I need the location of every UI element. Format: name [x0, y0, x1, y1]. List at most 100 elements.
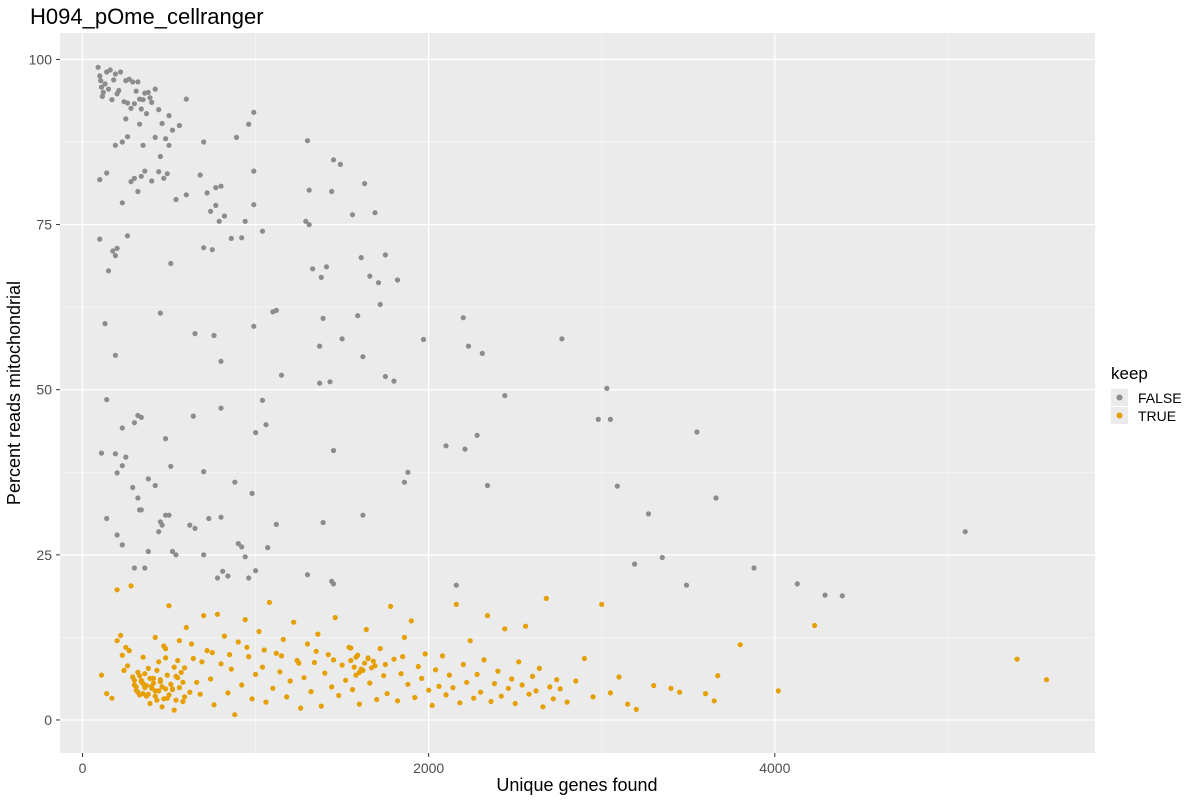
- data-point-true: [509, 676, 515, 682]
- data-point-false: [166, 113, 172, 119]
- data-point-true: [211, 702, 217, 708]
- data-point-false: [112, 451, 118, 457]
- data-point-true: [457, 700, 463, 706]
- data-point-false: [372, 210, 378, 216]
- data-point-true: [377, 646, 383, 652]
- y-tick-label: 100: [29, 51, 53, 67]
- data-point-true: [182, 665, 188, 671]
- data-point-false: [119, 425, 125, 431]
- data-point-false: [190, 413, 196, 419]
- data-point-false: [962, 529, 968, 535]
- minor-gridlines: [60, 33, 1095, 753]
- data-point-true: [178, 669, 184, 676]
- data-point-true: [142, 671, 148, 677]
- data-point-false: [110, 248, 116, 254]
- data-point-true: [536, 665, 543, 672]
- data-point-true: [242, 617, 248, 623]
- data-point-true: [481, 657, 487, 663]
- data-point-true: [119, 652, 125, 658]
- data-point-true: [173, 697, 179, 703]
- data-point-true: [422, 651, 428, 657]
- data-point-true: [221, 633, 227, 639]
- data-point-false: [123, 454, 129, 460]
- data-point-true: [227, 652, 233, 658]
- data-point-true: [391, 656, 397, 662]
- data-point-false: [259, 397, 266, 403]
- data-point-false: [140, 142, 146, 148]
- data-point-true: [415, 663, 421, 670]
- data-point-false: [143, 111, 150, 117]
- data-point-false: [235, 541, 241, 547]
- data-point-false: [176, 122, 182, 129]
- data-point-true: [362, 660, 368, 666]
- data-point-false: [105, 268, 112, 274]
- series-false: [95, 64, 968, 599]
- data-point-false: [112, 253, 118, 259]
- data-point-true: [313, 648, 319, 654]
- data-point-true: [450, 685, 456, 691]
- data-point-true: [412, 694, 418, 701]
- data-point-false: [306, 222, 312, 228]
- data-point-false: [131, 565, 137, 571]
- data-point-true: [325, 652, 331, 658]
- data-point-false: [213, 202, 219, 208]
- data-point-true: [599, 601, 605, 608]
- data-point-true: [298, 705, 304, 711]
- data-point-true: [737, 642, 743, 648]
- data-point-false: [192, 525, 198, 532]
- data-point-true: [118, 632, 124, 639]
- data-point-true: [149, 685, 155, 691]
- data-point-false: [460, 315, 466, 321]
- series-true: [98, 583, 1050, 718]
- data-point-true: [433, 667, 439, 673]
- data-point-true: [467, 638, 473, 644]
- data-point-true: [478, 689, 484, 695]
- data-point-false: [273, 307, 279, 313]
- data-point-false: [128, 105, 134, 111]
- data-point-false: [116, 87, 122, 94]
- data-point-true: [590, 694, 596, 700]
- data-point-false: [317, 380, 323, 386]
- x-tick-label: 2000: [413, 760, 444, 776]
- data-point-false: [694, 429, 700, 435]
- data-point-true: [190, 655, 196, 662]
- data-point-false: [595, 416, 601, 422]
- data-point-true: [384, 691, 390, 697]
- data-point-false: [159, 522, 165, 528]
- data-point-true: [159, 704, 165, 710]
- data-point-false: [95, 64, 101, 70]
- data-point-true: [256, 628, 262, 635]
- data-point-false: [201, 139, 207, 145]
- data-point-false: [169, 548, 176, 555]
- data-point-true: [311, 659, 317, 666]
- data-point-false: [713, 495, 719, 501]
- data-point-false: [192, 331, 198, 337]
- data-point-false: [124, 134, 131, 140]
- data-point-false: [152, 134, 158, 140]
- x-tick-label: 4000: [759, 760, 790, 776]
- data-point-true: [711, 698, 717, 704]
- data-point-true: [164, 672, 170, 678]
- data-point-false: [107, 67, 113, 73]
- data-point-true: [519, 682, 525, 688]
- data-point-false: [114, 532, 120, 538]
- data-point-true: [491, 681, 497, 687]
- data-point-false: [337, 161, 343, 167]
- data-point-true: [138, 679, 144, 685]
- data-point-true: [180, 679, 186, 685]
- legend-dot-true: [1116, 412, 1123, 419]
- data-point-true: [533, 688, 539, 694]
- data-point-true: [214, 611, 221, 617]
- data-point-true: [154, 697, 160, 703]
- data-point-false: [197, 172, 203, 178]
- data-point-true: [439, 653, 446, 659]
- data-point-true: [180, 698, 186, 705]
- data-point-true: [266, 599, 272, 606]
- data-point-false: [794, 581, 800, 587]
- data-point-false: [420, 336, 427, 343]
- data-point-true: [140, 691, 146, 697]
- data-point-true: [126, 648, 132, 654]
- data-point-false: [173, 552, 179, 558]
- data-point-false: [157, 153, 163, 160]
